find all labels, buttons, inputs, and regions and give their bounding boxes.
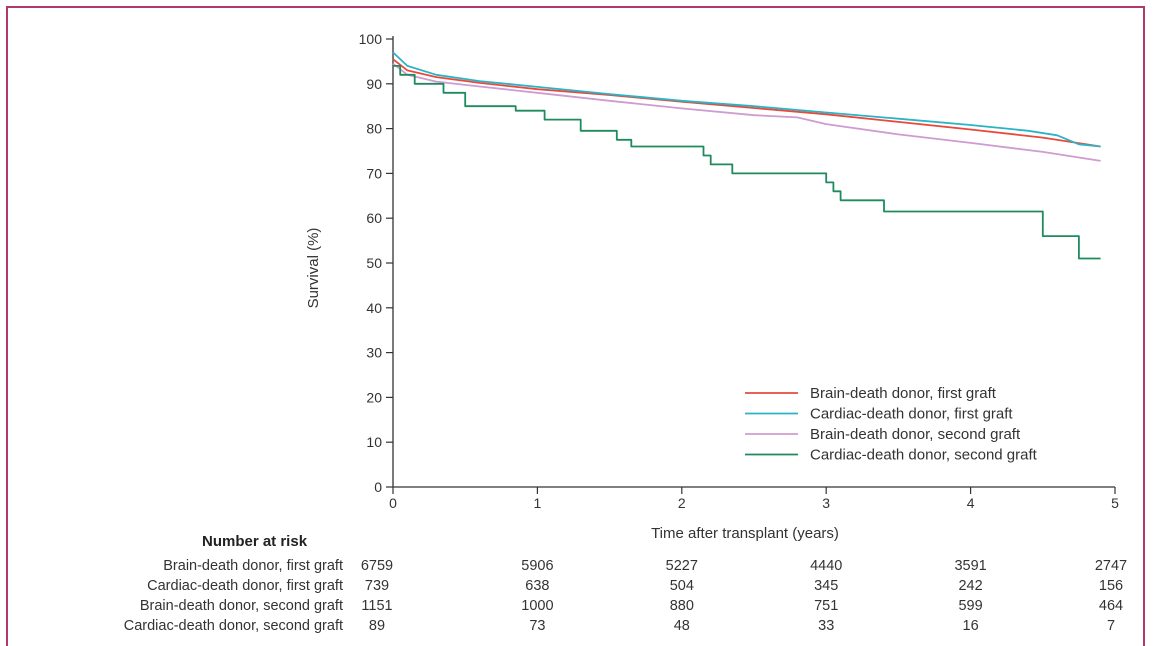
figure-frame [6,6,1145,646]
series-line-brain-death-donor-first-graft [392,58,1101,148]
y-tick-label: 40 [366,300,382,316]
y-tick-label: 100 [359,31,383,47]
y-tick-label: 60 [366,210,382,226]
risk-row-label: Brain-death donor, second graft [140,598,343,614]
y-tick-label: 20 [366,389,382,405]
risk-value: 33 [818,618,834,634]
risk-row-label: Cardiac-death donor, second graft [124,618,343,634]
risk-value: 89 [369,618,385,634]
x-tick-label: 0 [389,495,397,511]
risk-value: 345 [814,578,838,594]
y-tick-label: 80 [366,121,382,137]
x-axis-title: Time after transplant (years) [651,525,839,542]
risk-value: 464 [1099,598,1123,614]
risk-value: 242 [958,578,982,594]
risk-row-label: Cardiac-death donor, first graft [147,578,343,594]
risk-value: 3591 [954,558,986,574]
risk-value: 7 [1107,618,1115,634]
series-line-brain-death-donor-second-graft [392,62,1101,162]
risk-value: 504 [670,578,694,594]
series-line-cardiac-death-donor-first-graft [392,51,1101,148]
y-tick-label: 90 [366,76,382,92]
risk-value: 599 [958,598,982,614]
y-tick-label: 0 [374,479,382,495]
risk-value: 638 [525,578,549,594]
number-at-risk-table: Number at risk Brain-death donor, first g… [124,533,1127,634]
risk-value: 156 [1099,578,1123,594]
y-tick-label: 30 [366,345,382,361]
legend-label-cardiac-death-donor-second-graft: Cardiac-death donor, second graft [810,447,1038,464]
axes: 0 10 20 30 40 50 60 70 80 90 100 0 1 2 3 4 5 [359,31,1119,511]
legend: Brain-death donor, first graft Cardiac-de… [745,385,1038,464]
x-tick-label: 4 [967,495,975,511]
series-group [392,51,1101,260]
x-tick-label: 5 [1111,495,1119,511]
legend-label-brain-death-donor-second-graft: Brain-death donor, second graft [810,426,1021,443]
x-tick-label: 3 [822,495,830,511]
x-tick-label: 2 [678,495,686,511]
y-tick-label: 10 [366,434,382,450]
risk-value: 1000 [521,598,553,614]
risk-value: 16 [963,618,979,634]
risk-value: 73 [529,618,545,634]
y-tick-label: 50 [366,255,382,271]
y-tick-label: 70 [366,165,382,181]
risk-value: 5227 [666,558,698,574]
series-line-cardiac-death-donor-second-graft [393,65,1101,260]
risk-value: 6759 [361,558,393,574]
x-tick-label: 1 [534,495,542,511]
risk-value: 48 [674,618,690,634]
risk-value: 4440 [810,558,842,574]
risk-row-label: Brain-death donor, first graft [163,558,343,574]
y-axis-title: Survival (%) [305,228,322,309]
legend-label-cardiac-death-donor-first-graft: Cardiac-death donor, first graft [810,406,1013,423]
risk-table-title: Number at risk [202,533,308,550]
risk-value: 880 [670,598,694,614]
risk-value: 1151 [361,598,392,614]
risk-value: 2747 [1095,558,1127,574]
risk-value: 5906 [521,558,553,574]
legend-label-brain-death-donor-first-graft: Brain-death donor, first graft [810,385,997,402]
risk-value: 739 [365,578,389,594]
risk-value: 751 [814,598,838,614]
